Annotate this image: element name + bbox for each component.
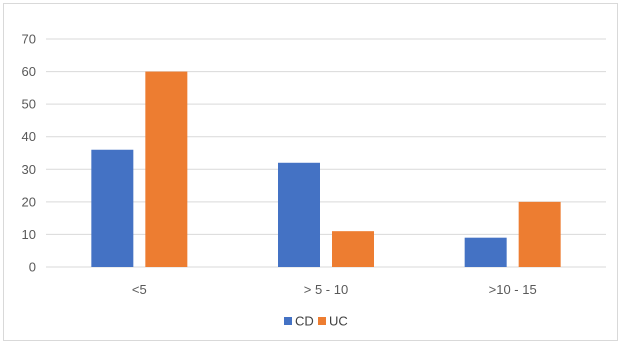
bar-uc-2 bbox=[518, 201, 561, 267]
y-tick-label: 30 bbox=[22, 162, 36, 177]
y-tick-label: 20 bbox=[22, 194, 36, 209]
legend-swatch-cd bbox=[284, 317, 292, 325]
x-tick-label: >10 - 15 bbox=[489, 282, 537, 297]
y-tick-label: 50 bbox=[22, 97, 36, 112]
y-tick-label: 70 bbox=[22, 32, 36, 47]
bar-uc-0 bbox=[145, 71, 188, 267]
x-tick-label: <5 bbox=[132, 282, 147, 297]
bar-cd-1 bbox=[278, 162, 320, 267]
bar-cd-2 bbox=[464, 237, 507, 267]
y-tick-label: 60 bbox=[22, 64, 36, 79]
x-axis-ticks: <5 > 5 - 10 >10 - 15 bbox=[132, 282, 537, 297]
bars bbox=[91, 71, 561, 267]
legend-swatch-uc bbox=[318, 317, 326, 325]
bar-cd-0 bbox=[91, 149, 134, 267]
y-axis-ticks: 0 10 20 30 40 50 60 70 bbox=[22, 32, 36, 275]
y-tick-label: 0 bbox=[29, 260, 36, 275]
legend: CD UC bbox=[284, 314, 348, 329]
legend-label-uc: UC bbox=[329, 314, 348, 329]
y-tick-label: 40 bbox=[22, 129, 36, 144]
gridlines bbox=[46, 38, 606, 268]
legend-label-cd: CD bbox=[295, 314, 314, 329]
y-tick-label: 10 bbox=[22, 227, 36, 242]
bar-uc-1 bbox=[332, 231, 374, 267]
x-tick-label: > 5 - 10 bbox=[304, 282, 348, 297]
